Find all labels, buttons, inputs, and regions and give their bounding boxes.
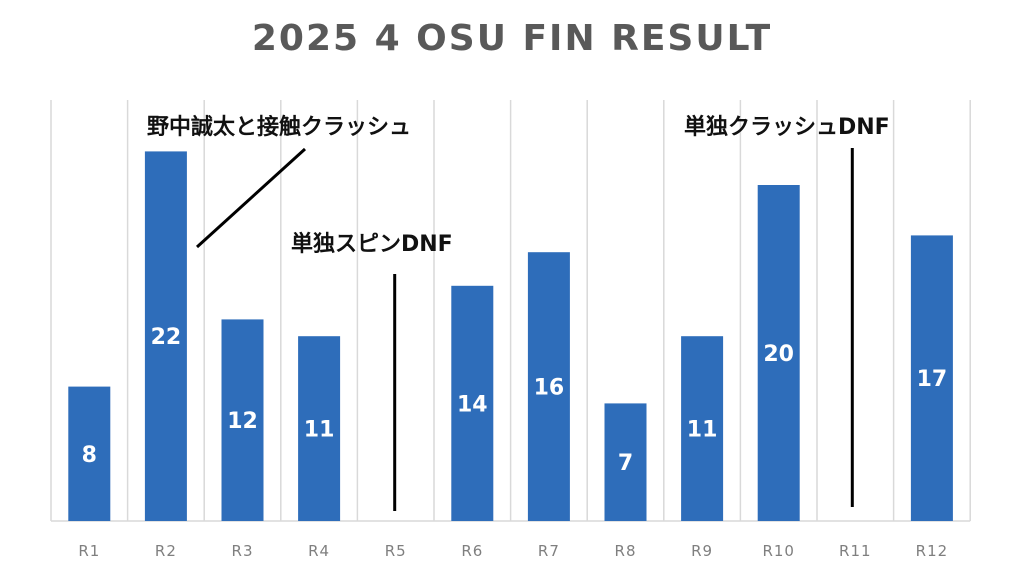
x-tick-label: R12	[916, 542, 949, 560]
bar-R8	[604, 403, 647, 521]
data-label: 17	[917, 367, 948, 392]
x-tick-label: R11	[839, 542, 872, 560]
bar-R4	[298, 336, 341, 521]
x-tick-label: R10	[762, 542, 795, 560]
annotation-R11: 単独クラッシュDNF	[684, 114, 890, 140]
x-tick-label: R1	[78, 542, 100, 560]
chart-title: 2025 4 OSU FIN RESULT	[251, 18, 773, 59]
data-label: 14	[457, 392, 488, 417]
data-label: 11	[687, 418, 718, 443]
data-label: 12	[227, 409, 258, 434]
bar-R7	[527, 252, 570, 521]
annotation-R5: 単独スピンDNF	[291, 231, 453, 257]
x-tick-label: R9	[691, 542, 713, 560]
annotation-leader-line	[195, 147, 307, 249]
x-tick-label: R8	[615, 542, 637, 560]
x-tick-label: R7	[538, 542, 560, 560]
data-label: 7	[618, 451, 633, 476]
bar-R10	[757, 185, 800, 521]
bar-R9	[681, 336, 724, 521]
data-label: 16	[534, 376, 565, 401]
x-tick-label: R5	[385, 542, 407, 560]
x-tick-label: R3	[232, 542, 254, 560]
x-tick-label: R2	[155, 542, 177, 560]
data-label: 11	[304, 418, 335, 443]
x-tick-label: R6	[461, 542, 483, 560]
annotation-R2: 野中誠太と接触クラッシュ	[147, 114, 411, 140]
data-label: 8	[82, 443, 97, 468]
bar-R6	[451, 285, 494, 521]
x-tick-label: R4	[308, 542, 330, 560]
bar-R12	[910, 235, 953, 521]
data-label: 22	[151, 325, 182, 350]
bar-R3	[221, 319, 264, 521]
bar-R1	[68, 386, 111, 521]
bar-R2	[144, 151, 187, 521]
data-label: 20	[763, 342, 794, 367]
